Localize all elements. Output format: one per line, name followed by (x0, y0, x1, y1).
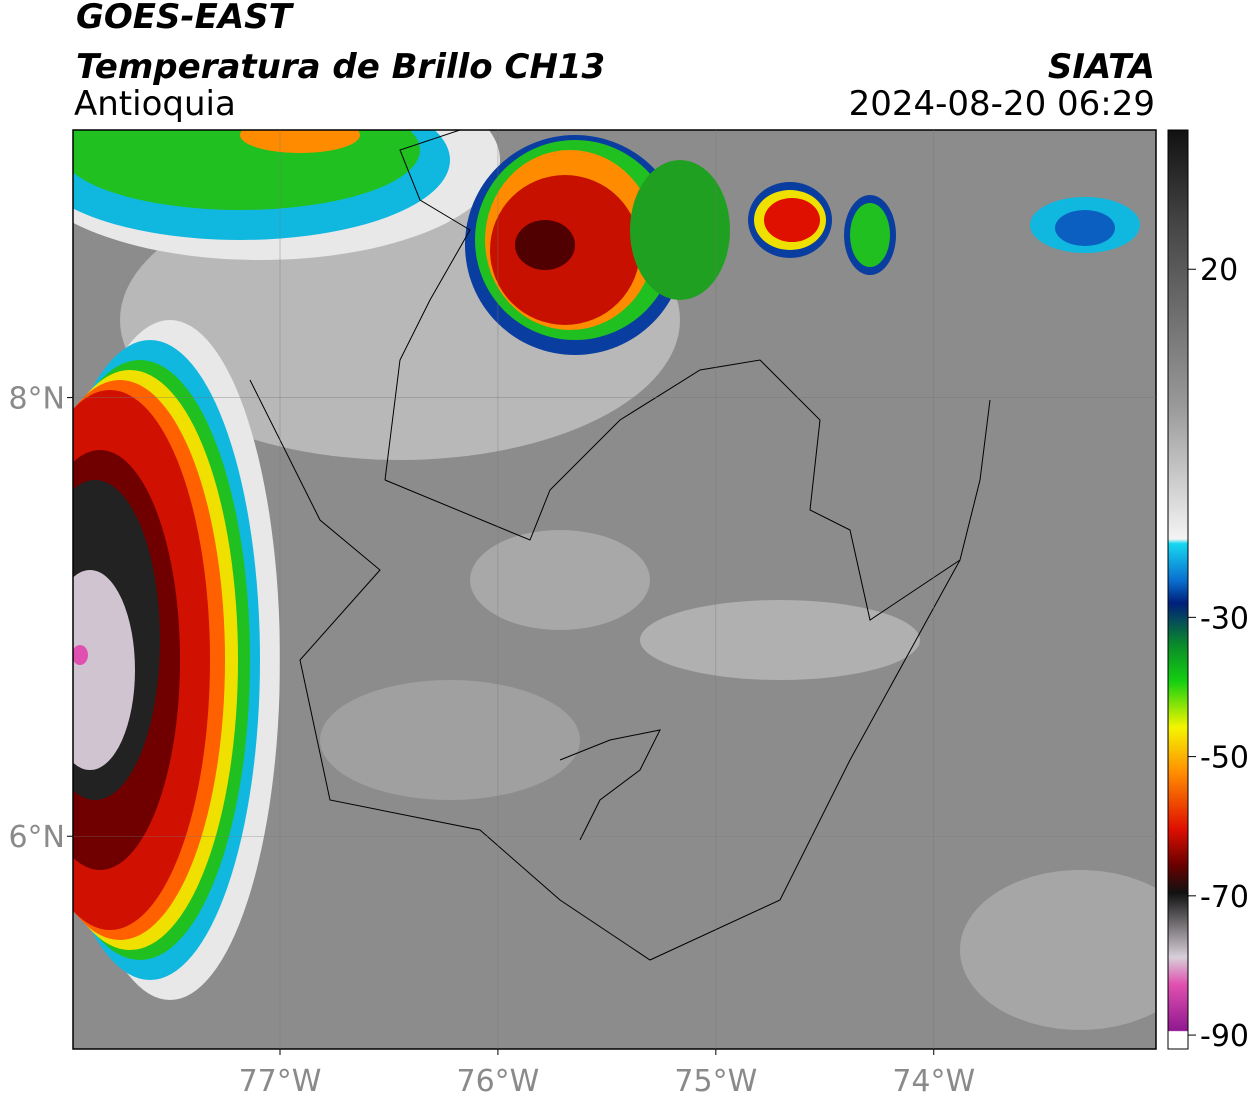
map-frame (72, 129, 1157, 1050)
region: Antioquia (74, 84, 236, 124)
source: SIATA (1048, 47, 1155, 87)
subtitle: Temperatura de Brillo CH13 (76, 47, 605, 87)
satellite-image (73, 130, 1156, 1049)
colorbar-tick-label: -90 (1200, 1019, 1249, 1054)
x-tick-label: 76°W (456, 1064, 539, 1099)
x-tick-label: 75°W (674, 1064, 757, 1099)
title: GOES-EAST (76, 0, 295, 37)
colorbar-tick-label: -70 (1200, 880, 1249, 915)
x-tick-label: 77°W (239, 1064, 322, 1099)
colorbar-tick-label: -30 (1200, 601, 1249, 636)
y-tick-label: 6°N (8, 820, 65, 855)
colorbar (1167, 129, 1189, 1050)
colorbar-tick-label: 20 (1200, 253, 1238, 288)
y-tick-label: 8°N (8, 382, 65, 417)
datetime: 2024-08-20 06:29 (849, 84, 1155, 124)
x-tick-label: 74°W (892, 1064, 975, 1099)
colorbar-tick-label: -50 (1200, 741, 1249, 776)
